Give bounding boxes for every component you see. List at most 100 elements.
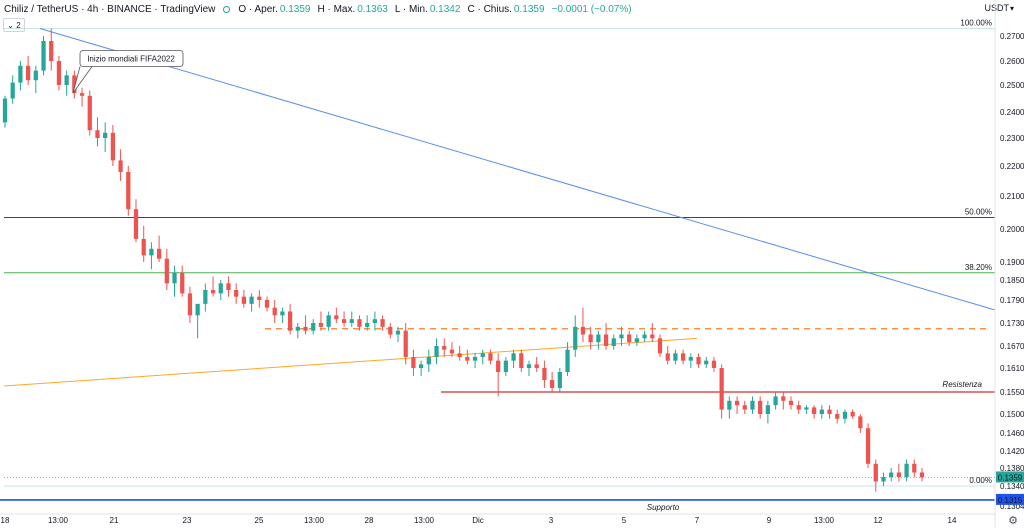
candle [734,396,740,414]
candle-body [596,334,601,343]
candle [380,315,385,331]
candle [110,125,116,166]
candle-body [627,334,632,343]
candle-body [711,360,717,368]
descending-trendline [39,28,996,311]
candle [881,472,886,486]
price-tick-label: 0.1850 [1000,276,1024,285]
candle-body [719,368,724,410]
candle [796,400,801,414]
candle-body [141,238,146,256]
candle [79,87,85,107]
candle-body [480,353,485,357]
candle [488,349,493,365]
candle-body [642,334,647,339]
drawing-layer: 100.00% 50.00% 38.20% 0.00% Resistenza Suppor… [0,19,996,512]
candle [218,280,223,300]
price-tick-label: 0.1380 [1000,464,1024,473]
close-label: C · Chius. [467,3,512,15]
candle [850,409,855,419]
candle-body [827,409,832,414]
candle-body [187,293,193,316]
candle [673,349,678,365]
candle-body [472,357,478,361]
candle [341,311,347,327]
settings-gear-icon[interactable]: ⚙ [1008,515,1018,527]
time-tick-label: 12 [874,516,883,525]
candle [619,326,624,346]
candle-body [912,463,917,473]
legend-header: Chiliz / TetherUS · 4h · BINANCE · Tradi… [0,0,995,18]
time-tick-label: 25 [255,516,264,525]
candle-body [611,338,616,346]
candle-body [18,65,23,83]
candle [64,70,69,96]
candle-body [881,477,886,482]
candle-body [126,172,131,210]
candle [72,70,77,99]
candle [10,75,15,104]
candle [773,392,778,410]
high-value: 0.1363 [357,3,388,15]
candle [596,330,601,350]
candle-body [133,209,139,239]
time-tick-label: 9 [767,516,772,525]
candle [511,349,516,368]
candle-body [380,319,385,327]
candle [526,360,532,376]
candle [372,311,378,331]
candle [804,405,809,414]
candle-body [619,334,624,339]
candle [25,56,31,85]
candle-body [372,319,378,323]
candle-body [534,364,539,368]
candle [426,349,431,372]
support-label: Supporto [647,503,680,512]
candle [95,117,100,147]
price-tick-label: 0.1790 [1000,296,1024,305]
candle-body [696,357,701,365]
candle-body [704,360,709,365]
candle [696,353,701,368]
price-tick-label: 0.1670 [1000,342,1024,351]
candle-body [665,353,670,361]
candle [788,396,794,410]
candle [657,334,663,357]
symbol-title[interactable]: Chiliz / TetherUS · 4h · BINANCE · Tradi… [4,3,216,15]
price-tick-label: 0.1304 [1000,502,1024,511]
time-tick-label: 14 [948,516,957,525]
candle [334,307,339,323]
price-tick-label: 0.2700 [1000,32,1024,41]
market-status-icon [223,5,231,13]
candle-body [280,311,285,316]
last-price-tag [996,471,1024,483]
fib-level-label: 100.00% [960,19,992,28]
candle [542,360,547,388]
candle-body [365,323,370,327]
candle-body [110,132,116,161]
candle [87,90,92,136]
candle [588,326,593,350]
price-tick-label: 0.2100 [1000,192,1024,201]
candle-body [673,353,678,361]
candle-body [311,323,316,331]
candle-body [426,357,431,365]
candle [549,372,555,392]
candle-body [87,95,92,131]
price-tick-label: 0.2300 [1000,134,1024,143]
candle-body [10,82,15,99]
price-tick-label: 0.2600 [1000,57,1024,66]
candle-body [234,290,239,297]
candle-body [411,357,416,368]
candle-body [573,326,578,350]
candle-body [334,315,339,320]
candle-body [164,258,169,284]
candle [442,338,447,357]
candle-body [349,319,354,323]
candle-body [210,290,216,294]
candle-body [249,296,254,304]
time-tick-label: 13:00 [414,516,435,525]
candle-body [79,93,85,96]
currency-selector[interactable]: USDT [984,3,1014,13]
